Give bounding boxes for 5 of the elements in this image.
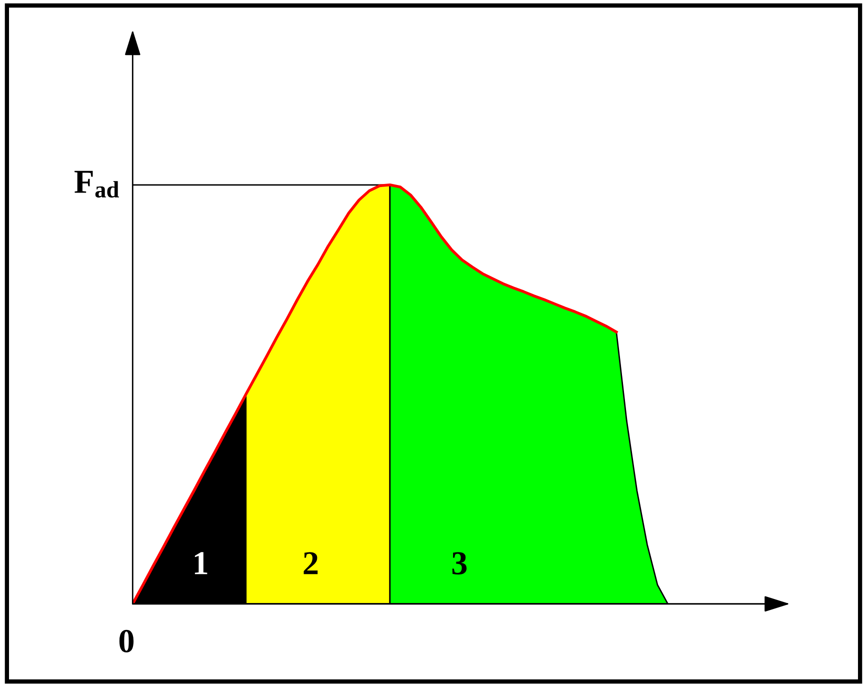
text: 0 xyxy=(119,630,134,652)
ref-line-label: F$_{ad}$ xyxy=(74,170,119,198)
annotation: 2 xyxy=(304,552,318,574)
annotation: 1 xyxy=(194,552,208,574)
annotation: 3 xyxy=(452,552,467,575)
